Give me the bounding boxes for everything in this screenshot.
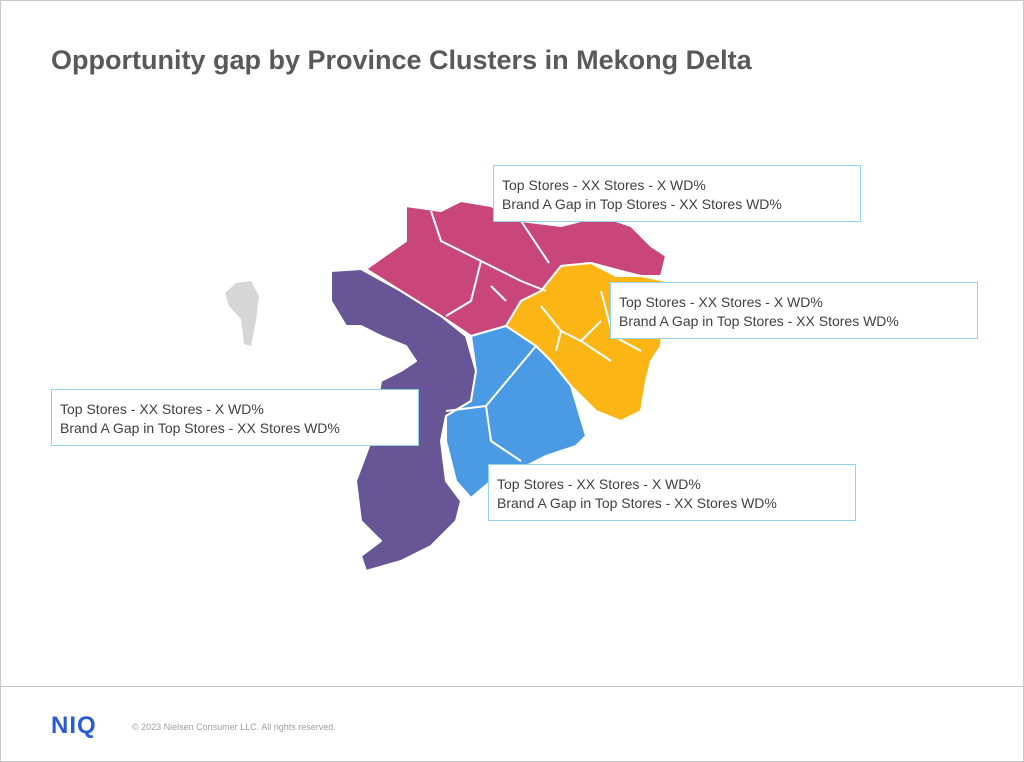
callout-line: Top Stores - XX Stores - X WD% [502, 177, 706, 193]
map [225, 200, 667, 572]
island [225, 281, 259, 346]
callout-line: Top Stores - XX Stores - X WD% [497, 476, 701, 492]
callout-line: Top Stores - XX Stores - X WD% [60, 401, 264, 417]
slide-title: Opportunity gap by Province Clusters in … [51, 45, 752, 75]
callout-line: Brand A Gap in Top Stores - XX Stores WD… [502, 196, 782, 212]
callout-line: Brand A Gap in Top Stores - XX Stores WD… [60, 420, 340, 436]
logo: NIQ [51, 712, 97, 739]
callout: Top Stores - XX Stores - X WD% Brand A G… [610, 282, 978, 339]
callout-line: Top Stores - XX Stores - X WD% [619, 294, 823, 310]
callout: Top Stores - XX Stores - X WD% Brand A G… [493, 165, 861, 222]
callout-line: Brand A Gap in Top Stores - XX Stores WD… [619, 313, 899, 329]
callout-line: Brand A Gap in Top Stores - XX Stores WD… [497, 495, 777, 511]
copyright: © 2023 Nielsen Consumer LLC. All rights … [132, 722, 336, 732]
callout: Top Stores - XX Stores - X WD% Brand A G… [488, 464, 856, 521]
province-border [430, 210, 642, 462]
callout: Top Stores - XX Stores - X WD% Brand A G… [51, 389, 419, 446]
footer-divider [1, 686, 1023, 687]
